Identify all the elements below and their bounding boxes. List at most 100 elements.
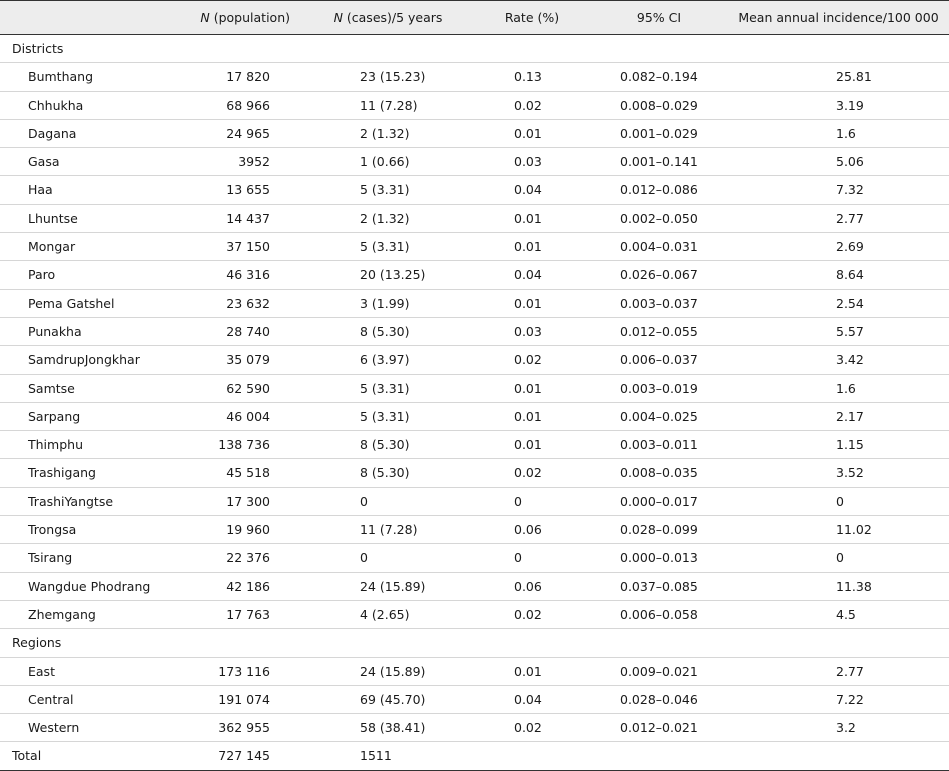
- table-row: SamdrupJongkhar 35 079 6 (3.97) 0.02 0.006–0…: [0, 345, 949, 375]
- cell-incidence: 1.15: [728, 430, 949, 460]
- cell-population: 727 145: [178, 741, 302, 771]
- cell-cases: 58 (38.41): [302, 713, 474, 743]
- cell-population: 46 004: [178, 402, 302, 432]
- cell-population: 35 079: [178, 345, 302, 375]
- cell-name: Total: [0, 741, 178, 771]
- cell-incidence: 1.6: [728, 374, 949, 403]
- cell-population: 17 820: [178, 62, 302, 92]
- header-cases: N (cases)/5 years: [302, 0, 474, 35]
- cell-rate: 0.02: [474, 600, 590, 630]
- cell-cases: 5 (3.31): [302, 374, 474, 403]
- cell-cases: 0: [302, 543, 474, 573]
- cell-ci: 0.028–0.099: [590, 515, 728, 545]
- header-blank: [0, 0, 178, 35]
- cell-name: Gasa: [0, 147, 178, 177]
- header-row: N (population) N (cases)/5 years Rate (%…: [0, 0, 949, 35]
- cell-name: Thimphu: [0, 430, 178, 460]
- cell-name: Mongar: [0, 232, 178, 262]
- table-body: Districts Bumthang 17 820 23 (15.23) 0.13 0.…: [0, 34, 949, 771]
- table-row: Tsirang 22 376 0 0 0.000–0.013 0: [0, 543, 949, 573]
- cell-ci: 0.012–0.055: [590, 317, 728, 347]
- cell-population: 362 955: [178, 713, 302, 743]
- cell-name: Samtse: [0, 374, 178, 403]
- cell-cases: 8 (5.30): [302, 317, 474, 347]
- cell-rate: 0.01: [474, 430, 590, 460]
- header-rate: Rate (%): [474, 0, 590, 35]
- cell-cases: 8 (5.30): [302, 458, 474, 488]
- cell-population: 28 740: [178, 317, 302, 347]
- cell-ci: 0.082–0.194: [590, 62, 728, 92]
- cell-name: SamdrupJongkhar: [0, 345, 178, 375]
- cell-incidence: 5.57: [728, 317, 949, 347]
- table-row: Wangdue Phodrang 42 186 24 (15.89) 0.06 0.03…: [0, 572, 949, 601]
- cell-incidence: 4.5: [728, 600, 949, 630]
- table-row: Central 191 074 69 (45.70) 0.04 0.028–0.046 7…: [0, 685, 949, 715]
- cell-population: 62 590: [178, 374, 302, 403]
- cell-ci: 0.000–0.017: [590, 487, 728, 517]
- cell-name: Paro: [0, 260, 178, 290]
- cell-population: 37 150: [178, 232, 302, 262]
- cell-population: 17 300: [178, 487, 302, 517]
- cell-ci: 0.006–0.037: [590, 345, 728, 375]
- header-incidence: Mean annual incidence/100 000: [728, 0, 949, 35]
- cell-name: TrashiYangtse: [0, 487, 178, 517]
- cell-incidence: 3.2: [728, 713, 949, 743]
- cell-ci: 0.037–0.085: [590, 572, 728, 601]
- cell-rate: 0.01: [474, 374, 590, 403]
- cell-ci: 0.001–0.029: [590, 119, 728, 149]
- cell-rate: 0.01: [474, 232, 590, 262]
- cell-incidence: 8.64: [728, 260, 949, 290]
- cell-incidence: 0: [728, 543, 949, 573]
- cell-rate: 0.06: [474, 515, 590, 545]
- cell-rate: 0.02: [474, 458, 590, 488]
- cell-rate: 0.01: [474, 289, 590, 318]
- cell-ci: 0.006–0.058: [590, 600, 728, 630]
- cell-cases: 0: [302, 487, 474, 517]
- cell-name: Zhemgang: [0, 600, 178, 630]
- cell-incidence: 0: [728, 487, 949, 517]
- cell-ci: 0.003–0.037: [590, 289, 728, 318]
- cell-population: 17 763: [178, 600, 302, 630]
- cell-ci: 0.009–0.021: [590, 657, 728, 686]
- header-population-var: N: [200, 10, 210, 25]
- cell-rate: 0: [474, 543, 590, 573]
- cell-name: Western: [0, 713, 178, 743]
- cell-name: Haa: [0, 175, 178, 205]
- table-row: Zhemgang 17 763 4 (2.65) 0.02 0.006–0.058 4.5: [0, 600, 949, 630]
- cell-incidence: 1.6: [728, 119, 949, 149]
- cell-population: 23 632: [178, 289, 302, 318]
- table-row: Bumthang 17 820 23 (15.23) 0.13 0.082–0.194 2…: [0, 62, 949, 92]
- section-row-districts: Districts: [0, 34, 949, 64]
- cell-ci: 0.028–0.046: [590, 685, 728, 715]
- cell-ci: 0.000–0.013: [590, 543, 728, 573]
- cell-cases: 1 (0.66): [302, 147, 474, 177]
- section-label-regions: Regions: [0, 628, 949, 658]
- table-row: Paro 46 316 20 (13.25) 0.04 0.026–0.067 8.64: [0, 260, 949, 290]
- cell-ci: 0.002–0.050: [590, 204, 728, 234]
- cell-name: Wangdue Phodrang: [0, 572, 178, 601]
- cell-rate: 0.01: [474, 204, 590, 234]
- cell-name: East: [0, 657, 178, 686]
- cell-incidence: 3.42: [728, 345, 949, 375]
- cell-cases: 4 (2.65): [302, 600, 474, 630]
- cell-population: 13 655: [178, 175, 302, 205]
- cell-rate: 0.13: [474, 62, 590, 92]
- cell-population: 42 186: [178, 572, 302, 601]
- cell-rate: 0.06: [474, 572, 590, 601]
- table-row: Haa 13 655 5 (3.31) 0.04 0.012–0.086 7.32: [0, 175, 949, 205]
- cell-cases: 69 (45.70): [302, 685, 474, 715]
- cell-ci: 0.003–0.011: [590, 430, 728, 460]
- cell-rate: 0.01: [474, 119, 590, 149]
- table-row: Trashigang 45 518 8 (5.30) 0.02 0.008–0.035 3…: [0, 458, 949, 488]
- header-population-label: (population): [209, 10, 290, 25]
- cell-ci: 0.008–0.029: [590, 91, 728, 120]
- cell-name: Lhuntse: [0, 204, 178, 234]
- cell-population: 24 965: [178, 119, 302, 149]
- cell-incidence: 3.52: [728, 458, 949, 488]
- cell-incidence: 25.81: [728, 62, 949, 92]
- cell-cases: 11 (7.28): [302, 91, 474, 120]
- cell-population: 46 316: [178, 260, 302, 290]
- cell-name: Chhukha: [0, 91, 178, 120]
- cell-rate: 0.03: [474, 317, 590, 347]
